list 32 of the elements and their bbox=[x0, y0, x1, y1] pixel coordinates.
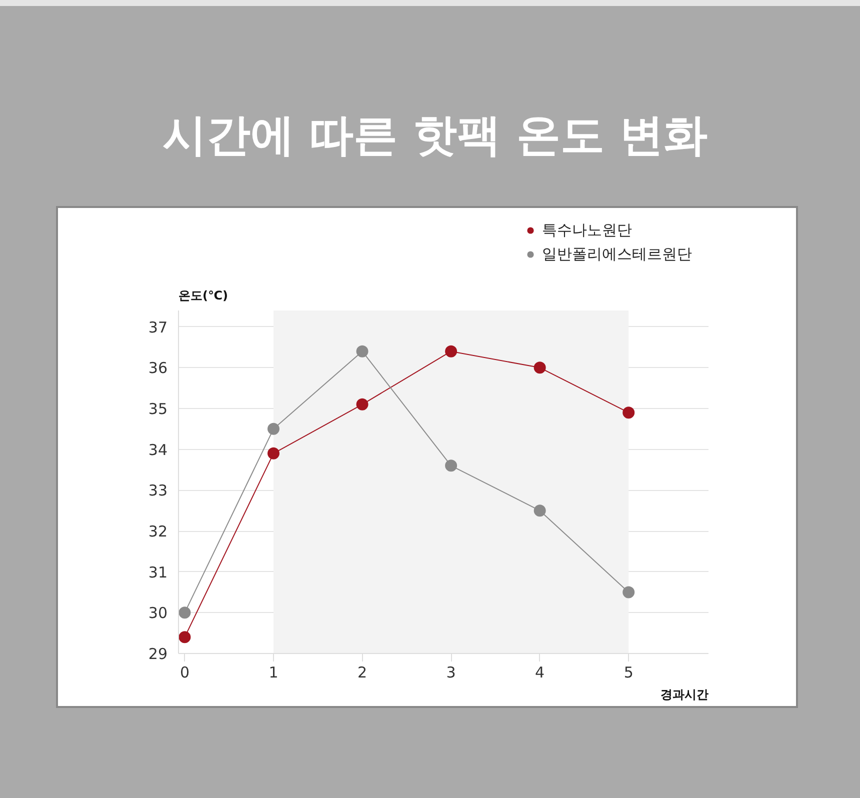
point bbox=[445, 460, 458, 472]
y-tick-label: 36 bbox=[148, 359, 168, 378]
point bbox=[534, 362, 546, 374]
y-tick-label: 31 bbox=[148, 563, 168, 582]
y-tick-label: 37 bbox=[148, 318, 168, 336]
x-axis-title: 경과시간 bbox=[660, 688, 708, 702]
point bbox=[178, 606, 191, 619]
y-tick-label: 30 bbox=[148, 604, 168, 622]
point bbox=[534, 504, 546, 517]
point bbox=[267, 422, 280, 435]
point bbox=[622, 586, 635, 598]
point bbox=[622, 406, 635, 419]
legend-label: 특수나노원단 bbox=[542, 220, 632, 240]
x-tick-label: 0 bbox=[180, 664, 190, 682]
x-tick-label: 3 bbox=[446, 664, 456, 682]
point bbox=[267, 447, 280, 460]
point bbox=[356, 398, 368, 410]
y-tick-label: 32 bbox=[148, 522, 168, 540]
legend-label: 일반폴리에스테르원단 bbox=[542, 244, 692, 264]
y-tick-label: 34 bbox=[148, 440, 168, 459]
point bbox=[178, 631, 191, 644]
point bbox=[356, 345, 368, 358]
chart-title: 시간에 따른 핫팩 온도 변화 bbox=[162, 110, 708, 161]
y-tick-label: 29 bbox=[148, 645, 168, 663]
x-tick-label: 1 bbox=[268, 664, 278, 682]
y-tick-label: 35 bbox=[148, 400, 168, 418]
x-tick-label: 4 bbox=[535, 664, 545, 682]
x-tick-label: 2 bbox=[357, 664, 368, 682]
y-axis-title: 온도(℃) bbox=[178, 288, 228, 302]
x-tick-label: 5 bbox=[624, 664, 634, 682]
y-tick-label: 33 bbox=[148, 482, 168, 500]
point bbox=[445, 345, 458, 358]
